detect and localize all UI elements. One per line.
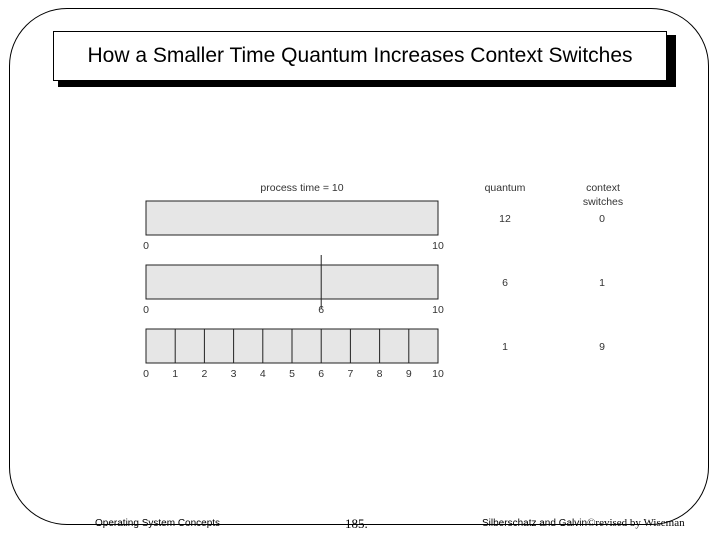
slide-title: How a Smaller Time Quantum Increases Con… (53, 31, 667, 81)
footer-course: Operating System Concepts (95, 518, 221, 529)
switches-value: 0 (599, 213, 605, 225)
tick-label: 3 (231, 368, 237, 380)
tick-label: 10 (432, 304, 444, 316)
tick-label: 0 (143, 304, 149, 316)
footer-authors: Silberschatz and Galvin (482, 518, 588, 529)
tick-label: 10 (432, 240, 444, 252)
tick-label: 8 (377, 368, 383, 380)
tick-label: 0 (143, 368, 149, 380)
tick-label: 4 (260, 368, 266, 380)
header-quantum: quantum (485, 182, 526, 194)
quantum-value: 12 (499, 213, 511, 225)
diagram-caption: process time = 10 (260, 182, 343, 194)
header-switches-line1: context (586, 182, 620, 194)
tick-label: 5 (289, 368, 295, 380)
footer-revised: revised by Wiseman (595, 517, 685, 529)
tick-label: 1 (172, 368, 178, 380)
tick-label: 7 (347, 368, 353, 380)
footer-page-number: 185. (345, 516, 368, 531)
tick-label: 9 (406, 368, 412, 380)
header-switches-line2: switches (583, 196, 623, 208)
tick-label: 6 (318, 304, 324, 316)
switches-value: 1 (599, 277, 605, 289)
process-bar (145, 264, 439, 300)
slide-frame (9, 8, 709, 525)
tick-label: 0 (143, 240, 149, 252)
tick-label: 2 (201, 368, 207, 380)
tick-label: 6 (318, 368, 324, 380)
switches-value: 9 (599, 341, 605, 353)
footer-credits: Silberschatz and Galvin©revised by Wisem… (482, 517, 685, 529)
footer-copyright-symbol: © (587, 517, 596, 529)
quantum-value: 1 (502, 341, 508, 353)
process-bar (145, 200, 439, 236)
quantum-value: 6 (502, 277, 508, 289)
tick-label: 10 (432, 368, 444, 380)
